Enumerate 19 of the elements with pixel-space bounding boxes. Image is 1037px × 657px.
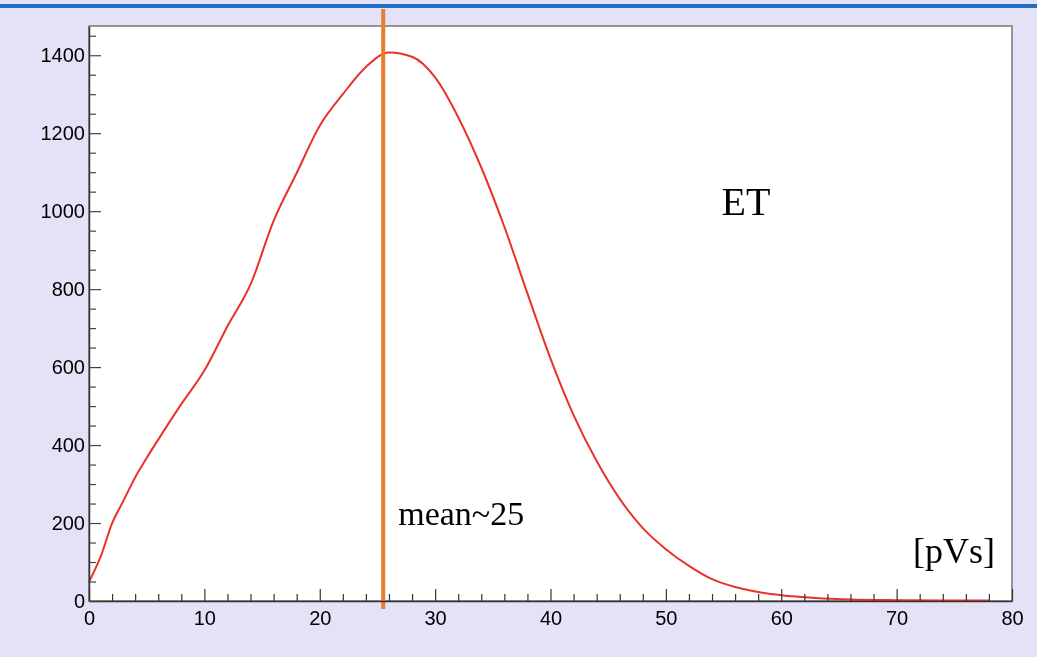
- x-tick-label: 80: [1001, 607, 1024, 629]
- y-tick-label: 600: [51, 356, 85, 378]
- y-tick-label: 1400: [40, 44, 85, 67]
- x-tick-label: 20: [309, 607, 332, 629]
- y-tick-label: 200: [51, 511, 85, 534]
- ref-line-label: mean~25: [398, 495, 525, 532]
- x-tick-label: 60: [770, 607, 793, 629]
- y-tick-label: 0: [73, 589, 85, 612]
- y-tick-label: 1000: [40, 200, 85, 223]
- y-tick-label: 1200: [40, 122, 85, 145]
- y-tick-label: 400: [51, 433, 85, 456]
- x-axis-title: [pVs]: [913, 531, 995, 571]
- x-tick-label: 10: [193, 607, 216, 629]
- y-tick-label: 800: [51, 278, 85, 301]
- text: ET: [721, 179, 771, 224]
- x-tick-label: 50: [655, 607, 678, 629]
- x-tick-label: 30: [424, 607, 447, 629]
- x-tick-label: 70: [886, 607, 909, 629]
- x-tick-label: 40: [539, 607, 563, 629]
